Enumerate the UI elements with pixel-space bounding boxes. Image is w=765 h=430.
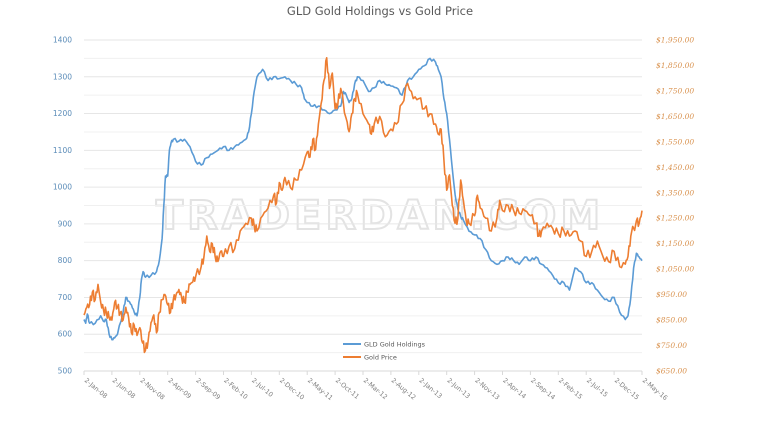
x-tick-label: 2-Dec-15 (613, 376, 641, 401)
x-tick-label: 2-Mar-12 (362, 376, 389, 401)
y-left-tick-label: 700 (58, 293, 73, 302)
y-right-tick-label: $1,650.00 (656, 112, 694, 121)
gridlines (84, 39, 642, 354)
x-tick-label: 2-Apr-14 (501, 376, 527, 400)
y-right-tick-label: $1,950.00 (656, 36, 694, 45)
x-tick-label: 2-Nov-08 (139, 376, 167, 401)
x-tick-label: 2-Feb-10 (222, 376, 249, 401)
y-right-tick-label: $1,750.00 (656, 86, 694, 95)
y-right-tick-label: $1,550.00 (656, 137, 694, 146)
y-left-tick-label: 500 (58, 367, 73, 376)
legend-label-gold-price: Gold Price (364, 354, 397, 362)
legend-label-gld: GLD Gold Holdings (364, 341, 426, 349)
y-right-tick-label: $1,350.00 (656, 188, 694, 197)
y-left-tick-label: 900 (58, 219, 73, 228)
y-right-tick-label: $1,050.00 (656, 265, 694, 274)
x-tick-label: 2-Sep-14 (529, 376, 557, 401)
y-left-tick-label: 1400 (53, 36, 72, 45)
x-tick-label: 2-Jul-15 (585, 376, 610, 398)
y-right-tick-label: $1,450.00 (656, 163, 694, 172)
y-right-tick-label: $950.00 (656, 290, 687, 299)
x-tick-label: 2-Feb-15 (557, 376, 584, 401)
x-tick-label: 2-Oct-11 (334, 376, 361, 400)
x-tick-label: 2-Apr-09 (166, 376, 192, 400)
watermark: TRADERDAN.COM (156, 193, 604, 239)
y-right-tick-label: $1,850.00 (656, 61, 694, 70)
y-axis-left: 500 600 700 800 900 1000 1100 1200 1300 1400 (53, 36, 72, 376)
y-right-tick-label: $650.00 (656, 367, 687, 376)
x-tick-label: 2-Jun-08 (111, 376, 137, 400)
y-left-tick-label: 1000 (53, 183, 72, 192)
x-tick-label: 2-Sep-09 (194, 376, 222, 401)
series-line-gld-holdings (83, 57, 643, 341)
y-right-tick-label: $1,150.00 (656, 239, 694, 248)
y-left-tick-label: 600 (58, 330, 73, 339)
y-right-tick-label: $1,250.00 (656, 214, 694, 223)
series-line-gold-price (83, 57, 643, 354)
x-tick-label: 2-Jul-10 (250, 376, 275, 398)
x-tick-label: 2-Jun-13 (445, 376, 471, 400)
y-right-tick-label: $850.00 (656, 316, 687, 325)
y-left-tick-label: 1200 (53, 109, 72, 118)
y-left-tick-label: 800 (58, 256, 73, 265)
x-tick-label: 2-Nov-13 (473, 376, 501, 401)
plot-lines (83, 57, 643, 354)
legend: GLD Gold Holdings Gold Price (343, 341, 426, 362)
y-left-tick-label: 1100 (53, 146, 72, 155)
x-tick-label: 2-Aug-12 (390, 376, 418, 401)
x-axis: 2-Jan-08 2-Jun-08 2-Nov-08 2-Apr-09 2-Sep-09… (83, 371, 669, 402)
x-tick-label: 2-Jan-13 (418, 376, 444, 400)
x-tick-label: 2-Dec-10 (278, 376, 306, 401)
x-tick-label: 2-May-16 (641, 376, 669, 402)
y-right-tick-label: $750.00 (656, 341, 687, 350)
y-axis-right: $650.00 $750.00 $850.00 $950.00 $1,050.00 $1,… (656, 36, 694, 376)
x-tick-label: 2-Jan-08 (83, 376, 109, 400)
chart-title: GLD Gold Holdings vs Gold Price (287, 4, 473, 18)
y-left-tick-label: 1300 (53, 72, 72, 81)
x-tick-label: 2-May-11 (306, 376, 334, 402)
